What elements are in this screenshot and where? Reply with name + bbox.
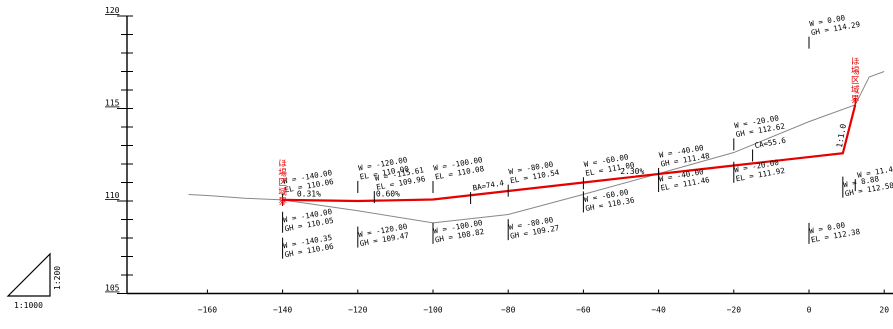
y-tick-label: 110 [105, 191, 120, 200]
x-tick-label: 20 [879, 306, 889, 315]
station-text: CA=55.6 [754, 136, 787, 150]
grade-label: 1:1.0 [835, 123, 848, 148]
grade-label: 0.31% [297, 189, 321, 198]
ground-line [188, 71, 885, 224]
field-boundary-mark: ほ場区域界 [278, 159, 287, 207]
scale-legend: 1:1000 1:200 [6, 252, 62, 310]
scale-vertical-label: 1:200 [53, 266, 62, 290]
x-tick-label: −80 [501, 306, 516, 315]
x-tick-label: −40 [651, 306, 666, 315]
x-tick-label: −140 [273, 306, 292, 315]
y-tick-label: 120 [105, 6, 120, 15]
grade-label: 0.60% [376, 189, 400, 198]
station-label: CA=55.6 [752, 136, 787, 162]
y-tick-label: 105 [105, 284, 120, 293]
x-tick-label: −160 [198, 306, 217, 315]
y-tick-label: 115 [105, 99, 120, 108]
x-tick-label: −120 [348, 306, 367, 315]
scale-horizontal-label: 1:1000 [14, 301, 43, 310]
x-tick-label: −100 [423, 306, 442, 315]
scale-triangle [6, 252, 51, 297]
x-tick-label: −20 [727, 306, 742, 315]
boundary-label: ほ場区域界 [851, 57, 860, 105]
boundary-label: ほ場区域界 [278, 159, 287, 207]
x-tick-label: −60 [576, 306, 591, 315]
grade-label: 2.30% [620, 167, 644, 176]
x-tick-label: 0 [807, 306, 812, 315]
existing-ground-line [188, 71, 885, 224]
grade-labels: 0.31% 0.60% 2.30% 1:1.0 [297, 123, 848, 198]
field-boundary-mark: ほ場区域界 [851, 57, 860, 105]
station-text: BA=74.4 [472, 178, 505, 192]
axes: −160 −140 −120 −100 −80 −60 −40 −20 0 20 105 110 115… [105, 6, 893, 315]
